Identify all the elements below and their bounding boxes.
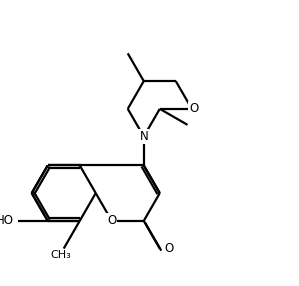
Text: O: O bbox=[164, 242, 173, 255]
Text: O: O bbox=[189, 102, 199, 115]
Text: N: N bbox=[139, 130, 148, 143]
Text: HO: HO bbox=[0, 214, 14, 227]
Text: O: O bbox=[107, 214, 116, 227]
Text: CH₃: CH₃ bbox=[51, 250, 71, 260]
